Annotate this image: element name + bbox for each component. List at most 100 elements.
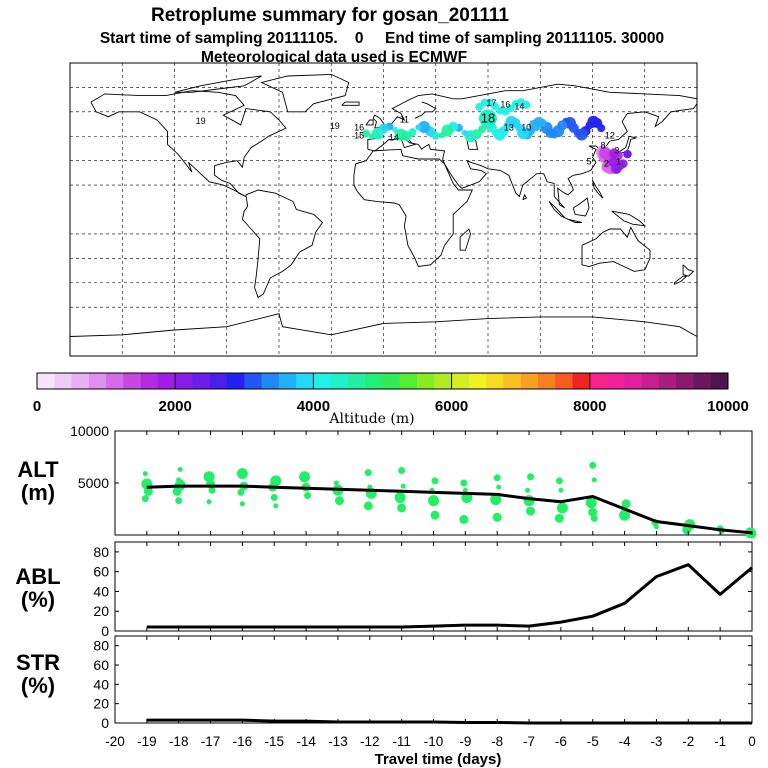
plume-circle bbox=[623, 150, 632, 159]
colorbar-swatch bbox=[399, 373, 418, 389]
xtick-label: -20 bbox=[105, 734, 125, 749]
abl-series-line bbox=[146, 563, 753, 629]
coastline-15 bbox=[611, 210, 647, 227]
coastline-10 bbox=[682, 264, 695, 277]
alt-particle bbox=[430, 510, 440, 520]
alt-series-line bbox=[146, 484, 753, 535]
coastline-1 bbox=[260, 73, 350, 113]
colorbar-swatch bbox=[589, 373, 608, 389]
coastline-2 bbox=[241, 189, 324, 299]
plume-circle bbox=[415, 124, 422, 131]
coastline-7 bbox=[414, 101, 437, 119]
sampling-times: Start time of sampling 20111105. 0 End t… bbox=[100, 30, 664, 47]
colorbar-swatch bbox=[106, 373, 124, 389]
str-ytick-label: 80 bbox=[93, 638, 109, 654]
alt-particle bbox=[400, 483, 406, 489]
colorbar-swatch bbox=[261, 373, 280, 389]
colorbar-swatch bbox=[140, 373, 159, 389]
alt-particle bbox=[682, 525, 692, 535]
colorbar-swatch bbox=[537, 373, 556, 389]
plume-day-label: 2 bbox=[604, 158, 609, 168]
xtick-label: -14 bbox=[296, 734, 316, 749]
plume-day-label: 5 bbox=[587, 157, 592, 167]
plume-circle bbox=[609, 148, 620, 159]
alt-particle bbox=[172, 486, 182, 496]
plume-day-label: 10 bbox=[521, 122, 531, 132]
alt-panel-unit: (m) bbox=[21, 480, 55, 505]
travel-time-axis: -20 -19 -18 -17 -16 -15 -14 -13 -12 -11 -10 -9 -8 -7-… bbox=[105, 734, 756, 749]
str-panel-frame bbox=[114, 635, 753, 724]
coastline-17 bbox=[459, 228, 472, 251]
plume-day-label: 19 bbox=[330, 121, 340, 131]
alt-panel-title: ALT bbox=[17, 457, 59, 482]
alt-particle bbox=[490, 494, 502, 506]
colorbar-swatch bbox=[37, 373, 55, 389]
colorbar-swatch bbox=[157, 373, 176, 389]
alt-particle bbox=[208, 486, 216, 494]
plume-circle bbox=[618, 159, 628, 169]
xtick-label: -17 bbox=[201, 734, 221, 749]
colorbar-swatch bbox=[330, 373, 349, 389]
alt-particle bbox=[175, 497, 183, 505]
alt-particle bbox=[334, 496, 344, 506]
plume-day-label: 11 bbox=[400, 114, 409, 124]
alt-particle bbox=[143, 486, 153, 496]
colorbar-label: Altitude (m) bbox=[328, 411, 414, 427]
coastline-9 bbox=[581, 226, 651, 272]
coastline-19 bbox=[69, 313, 698, 337]
colorbar-swatch bbox=[607, 373, 625, 389]
alt-particle bbox=[142, 471, 148, 477]
alt-particle bbox=[556, 502, 568, 514]
colorbar-swatch bbox=[175, 373, 193, 389]
xtick-label: -3 bbox=[650, 734, 662, 749]
xtick-label: -7 bbox=[523, 734, 535, 749]
abl-ytick-label: 80 bbox=[93, 544, 109, 560]
colorbar-swatch bbox=[347, 373, 366, 389]
plume-day-label: 17 bbox=[486, 98, 496, 108]
abl-ytick-label: 0 bbox=[101, 623, 109, 639]
alt-particle bbox=[555, 477, 563, 485]
xtick-label: -11 bbox=[392, 734, 411, 749]
plume-circle bbox=[479, 109, 497, 128]
alt-particle bbox=[206, 499, 212, 505]
altitude-colorbar bbox=[36, 372, 729, 390]
colorbar-swatch bbox=[710, 373, 729, 389]
coastlines bbox=[69, 73, 698, 337]
colorbar-swatch bbox=[417, 373, 435, 389]
plume-day-label: 16 bbox=[354, 122, 364, 132]
plume-day-label: 15 bbox=[354, 131, 364, 141]
plume-day-label: 14 bbox=[514, 101, 524, 111]
coastline-0 bbox=[90, 90, 287, 197]
colorbar-swatch bbox=[676, 373, 694, 389]
plume-circle bbox=[392, 126, 399, 133]
alt-particle bbox=[304, 491, 312, 499]
colorbar-swatch bbox=[382, 373, 401, 389]
xtick-label: -19 bbox=[137, 734, 157, 749]
alt-particle bbox=[591, 477, 597, 483]
plume-day-label: 3 bbox=[614, 145, 619, 155]
alt-particle bbox=[590, 514, 598, 522]
str-ytick-label: 60 bbox=[93, 657, 109, 673]
alt-particle bbox=[588, 507, 598, 517]
plume-circle bbox=[490, 102, 499, 111]
abl-panel-frame bbox=[114, 541, 753, 632]
coastline-14 bbox=[567, 218, 583, 223]
plume-day-label: 13 bbox=[504, 122, 514, 132]
colorbar-swatch bbox=[451, 373, 470, 389]
altitude-panel: ALT (m) bbox=[17, 430, 753, 536]
alt-particle bbox=[394, 492, 406, 504]
colorbar-swatch bbox=[313, 373, 332, 389]
str-panel-title: STR bbox=[16, 650, 60, 675]
plume-day-label: 8 bbox=[600, 140, 605, 150]
xtick-label: -18 bbox=[169, 734, 189, 749]
x-axis-label: Travel time (days) bbox=[375, 751, 502, 768]
colorbar-tick-8000: 8000 bbox=[573, 398, 606, 415]
alt-particle bbox=[236, 468, 248, 480]
plume-circle bbox=[394, 128, 407, 141]
xtick-label: -9 bbox=[459, 734, 471, 749]
colorbar-tick-10000: 10000 bbox=[707, 398, 749, 415]
plume-day-label: 12 bbox=[605, 131, 615, 141]
